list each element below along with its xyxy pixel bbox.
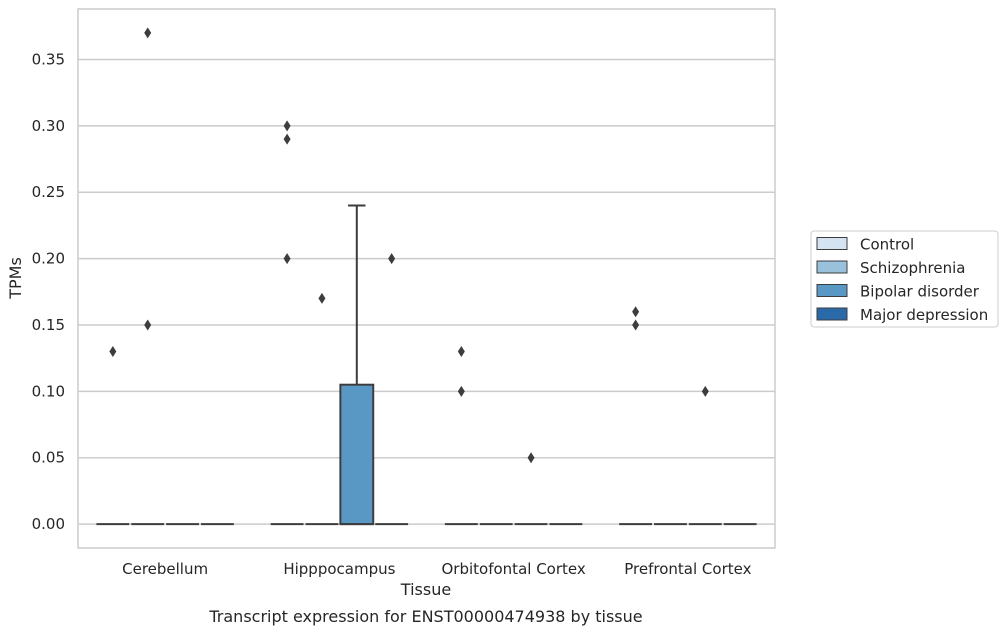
legend-swatch bbox=[816, 307, 848, 321]
legend: Control Schizophrenia Bipolar disorder Majo… bbox=[810, 230, 999, 328]
box bbox=[339, 383, 375, 526]
y-axis-label: TPMs bbox=[6, 257, 25, 300]
legend-label: Major depression bbox=[860, 306, 988, 324]
outlier-point bbox=[283, 253, 291, 265]
outlier-point bbox=[109, 346, 117, 358]
y-tick-labels: 0.00 0.05 0.10 0.15 0.20 0.25 0.30 0.35 bbox=[32, 50, 65, 533]
legend-swatch bbox=[816, 237, 848, 250]
outlier-point bbox=[388, 253, 396, 265]
x-tick-label: Orbitofontal Cortex bbox=[442, 560, 586, 578]
chart-title: Transcript expression for ENST0000047493… bbox=[208, 607, 642, 626]
outlier-point bbox=[318, 292, 326, 304]
y-tick-label: 0.15 bbox=[32, 316, 65, 334]
outlier-point bbox=[283, 120, 291, 132]
outlier-point bbox=[283, 133, 291, 145]
legend-swatch bbox=[816, 260, 848, 274]
outlier-point bbox=[457, 346, 465, 358]
outlier-point bbox=[527, 452, 535, 464]
legend-frame bbox=[810, 230, 999, 328]
y-tick-label: 0.05 bbox=[32, 449, 65, 467]
y-tick-label: 0.35 bbox=[32, 50, 65, 68]
x-tick-label: Cerebellum bbox=[122, 560, 208, 578]
outlier-point bbox=[632, 306, 640, 318]
grid-lines bbox=[78, 58, 775, 525]
y-tick-label: 0.00 bbox=[32, 515, 65, 533]
x-tick-label: Prefrontal Cortex bbox=[624, 560, 751, 578]
y-tick-label: 0.20 bbox=[32, 250, 65, 268]
outlier-point bbox=[701, 385, 709, 397]
x-tick-label: Hipppocampus bbox=[283, 560, 395, 578]
outlier-point bbox=[144, 319, 152, 331]
outlier-point bbox=[144, 27, 152, 39]
x-axis-label: Tissue bbox=[400, 580, 451, 599]
outlier-point bbox=[632, 319, 640, 331]
outlier-point bbox=[457, 385, 465, 397]
plot-area bbox=[96, 27, 757, 526]
x-tick-labels: Cerebellum Hipppocampus Orbitofontal Corte… bbox=[122, 560, 751, 578]
y-tick-label: 0.25 bbox=[32, 183, 65, 201]
legend-swatch bbox=[816, 284, 848, 297]
y-tick-label: 0.30 bbox=[32, 117, 65, 135]
plot-frame bbox=[77, 8, 776, 549]
legend-label: Control bbox=[860, 236, 914, 254]
y-tick-label: 0.10 bbox=[32, 382, 65, 400]
legend-label: Schizophrenia bbox=[860, 259, 965, 277]
legend-label: Bipolar disorder bbox=[860, 283, 980, 301]
